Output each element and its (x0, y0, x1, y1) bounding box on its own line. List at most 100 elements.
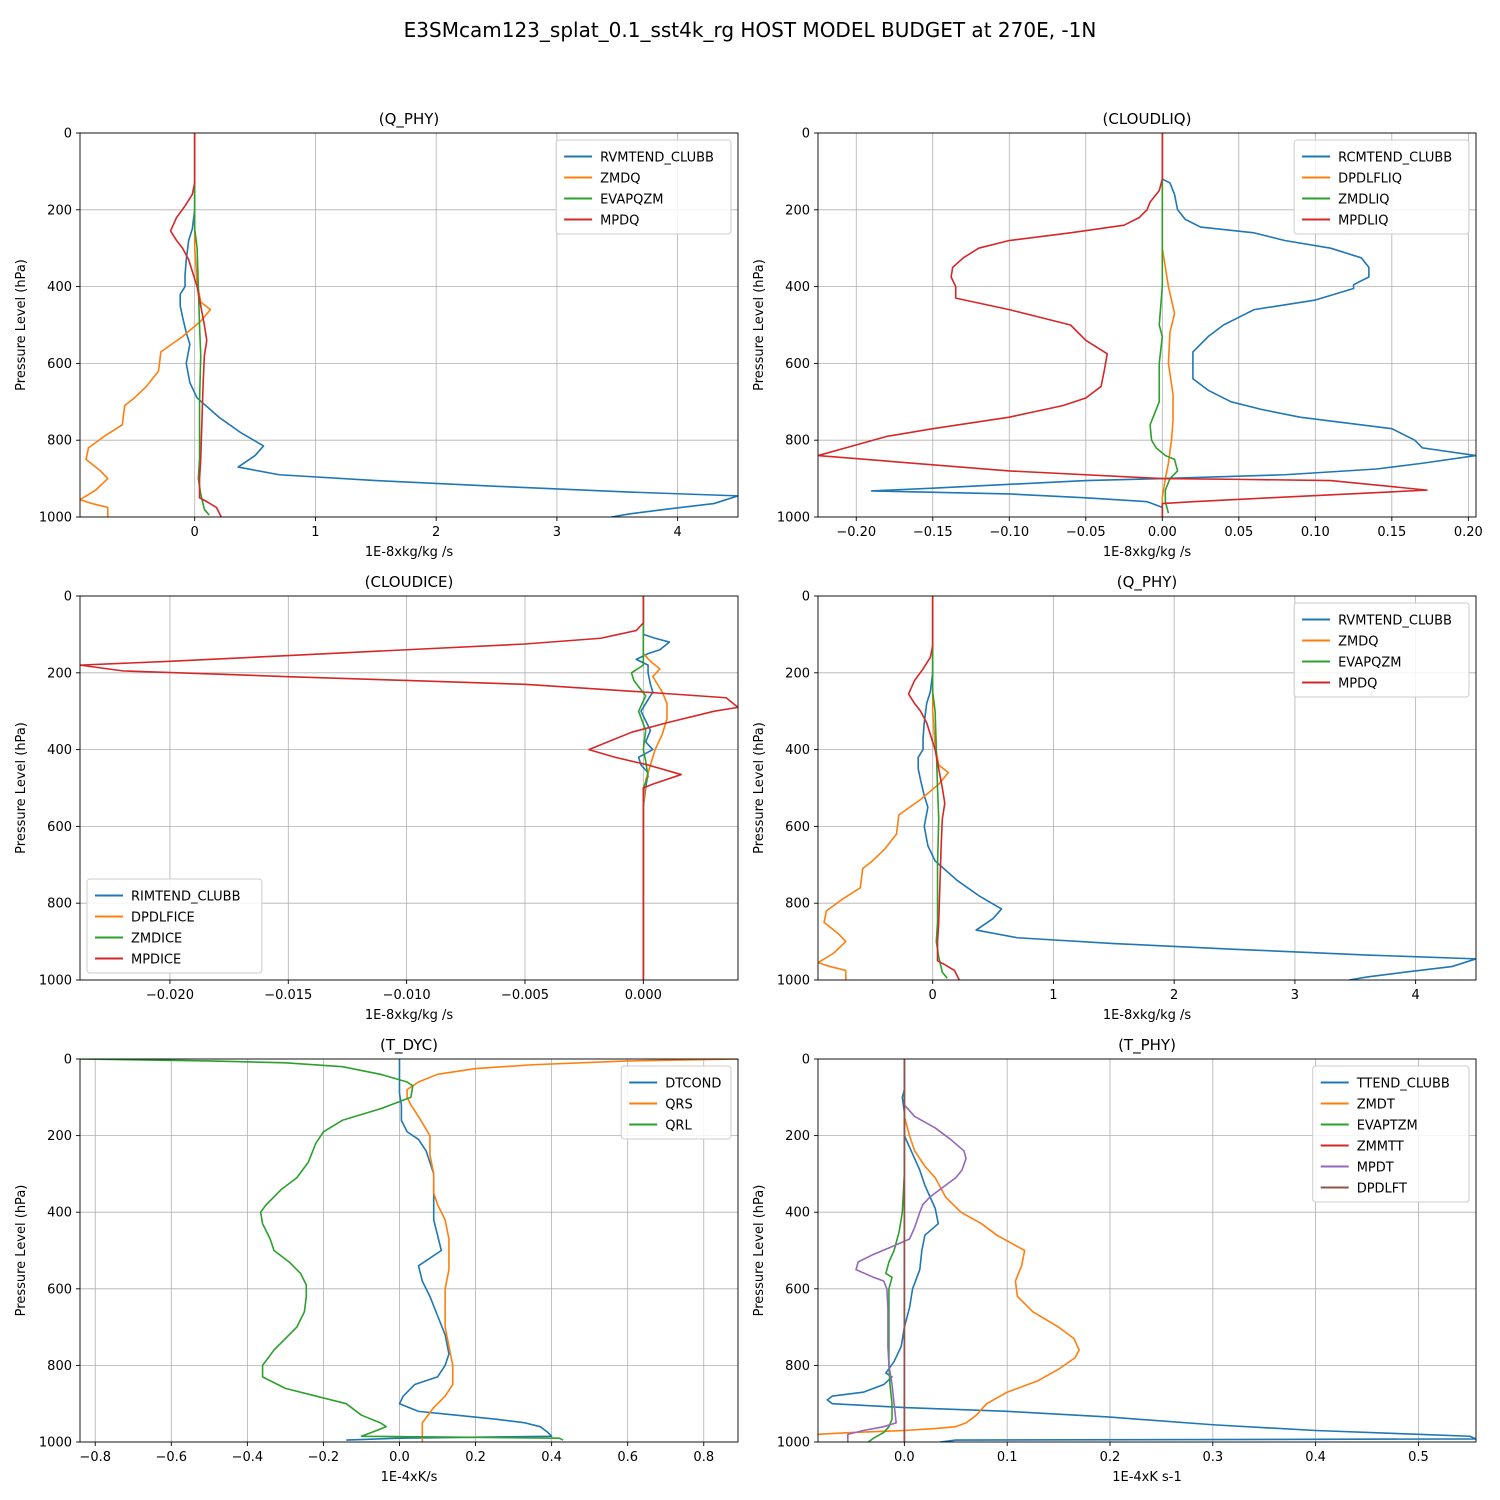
y-tick-label: 400 (47, 743, 72, 758)
legend-label: EVAPQZM (600, 193, 663, 208)
x-tick-label: 4 (673, 525, 681, 540)
x-axis-label: 1E-8xkg/kg /s (1103, 545, 1192, 560)
x-tick-label: 2 (432, 525, 440, 540)
y-tick-label: 600 (47, 357, 72, 372)
series-line-rvmtend-clubb (917, 596, 1476, 980)
legend-label: QRL (665, 1119, 692, 1134)
x-tick-label: 2 (1170, 988, 1178, 1003)
subplot-1: 0 1 2 3 4 0 200 400 600 800 1000 (Q_PHY) 1E-8xkg/kg … (14, 110, 739, 560)
axes-frame (817, 1058, 1477, 1443)
x-tick-label: −0.020 (146, 988, 194, 1003)
series-group (80, 596, 738, 980)
x-axis-label: 1E-4xK s-1 (1112, 1470, 1182, 1485)
x-axis-label: 1E-8xkg/kg /s (1103, 1008, 1192, 1023)
legend-label: DPDLFT (1357, 1182, 1407, 1197)
subplot-5: −0.8 −0.6 −0.4 −0.2 0.0 0.2 0.4 0.6 0.8 0 200 400 60… (14, 1036, 739, 1485)
y-tick-label: 0 (64, 127, 72, 142)
y-tick-label: 200 (47, 1129, 72, 1144)
legend-label: ZMMTT (1357, 1140, 1404, 1155)
legend: RCMTEND_CLUBB DPDLFLIQ ZMDLIQ MPDLIQ (1293, 139, 1470, 235)
y-tick-label: 1000 (39, 511, 72, 526)
legend-label: ZMDICE (131, 932, 182, 947)
series-line-zmdt (818, 1059, 1080, 1436)
y-tick-label: 200 (785, 666, 810, 681)
x-tick-label: 3 (1291, 988, 1299, 1003)
x-tick-label: 1 (311, 525, 319, 540)
y-tick-label: 200 (47, 666, 72, 681)
series-line-evapqzm (931, 596, 948, 979)
x-axis-label: 1E-4xK/s (381, 1470, 438, 1485)
y-tick-label: 0 (802, 590, 810, 605)
subplot-grid: 0 1 2 3 402004006008001000(Q_PHY)1E-8xkg/kg … (14, 110, 1483, 1485)
series-line-qrl (80, 1059, 564, 1441)
x-tick-label: −0.010 (383, 988, 431, 1003)
x-tick-label: 0.00 (1148, 525, 1177, 540)
legend-box (620, 1065, 732, 1140)
legend-label: MPDQ (600, 214, 639, 229)
y-tick-label: 600 (47, 1282, 72, 1297)
x-tick-label: 3 (553, 525, 561, 540)
x-tick-label: 0.1 (997, 1450, 1018, 1465)
legend: DTCOND QRS QRL (620, 1065, 732, 1140)
x-tick-label: 0.20 (1454, 525, 1483, 540)
legend-label: MPDICE (131, 953, 181, 968)
y-tick-label: 1000 (39, 974, 72, 989)
y-tick-label: 200 (785, 203, 810, 218)
series-line-evapqzm (193, 133, 210, 516)
y-tick-label: 1000 (39, 1436, 72, 1451)
legend-label: MPDLIQ (1338, 214, 1388, 229)
legend-label: RCMTEND_CLUBB (1338, 151, 1452, 166)
x-tick-label: 0.10 (1301, 525, 1330, 540)
series-group (80, 133, 738, 517)
x-tick-label: 0.15 (1377, 525, 1406, 540)
grid (80, 1058, 738, 1443)
axes-frame (817, 132, 1477, 518)
y-tick-label: 600 (785, 1282, 810, 1297)
series-line-rvmtend-clubb (179, 133, 738, 517)
x-tick-label: −0.4 (232, 1450, 264, 1465)
y-tick-label: 400 (785, 1206, 810, 1221)
subplot-4: 0 1 2 3 4 0 200 400 600 800 1000 (Q_PHY) 1E-8xkg/kg … (752, 573, 1477, 1023)
series-line-rimtend-clubb (635, 596, 671, 980)
y-tick-label: 0 (64, 1053, 72, 1068)
legend-box (555, 139, 732, 235)
x-tick-label: −0.6 (155, 1450, 187, 1465)
series-group (818, 596, 1476, 980)
y-tick-label: 0 (802, 1053, 810, 1068)
series-group (818, 133, 1476, 517)
series-line-ttend-clubb (826, 1089, 1476, 1442)
legend-label: ZMDT (1357, 1098, 1395, 1113)
legend-label: RVMTEND_CLUBB (1338, 614, 1452, 629)
legend-label: DPDLFLIQ (1338, 172, 1402, 187)
x-axis-label: 1E-8xkg/kg /s (365, 545, 454, 560)
x-tick-label: 0 (929, 988, 937, 1003)
legend-label: MPDQ (1338, 677, 1377, 692)
legend: RVMTEND_CLUBB ZMDQ EVAPQZM MPDQ (555, 139, 732, 235)
legend-label: RVMTEND_CLUBB (600, 151, 714, 166)
y-axis-label: Pressure Level (hPa) (14, 1185, 29, 1317)
series-group (80, 1059, 738, 1442)
x-tick-label: 0.5 (1408, 1450, 1429, 1465)
x-tick-label: −0.8 (79, 1450, 111, 1465)
subplot-title: (CLOUDICE) (365, 573, 454, 591)
x-tick-label: 0 (191, 525, 199, 540)
legend-box (1293, 602, 1470, 698)
legend-box (86, 878, 263, 974)
legend-label: MPDT (1357, 1161, 1394, 1176)
legend-label: DPDLFICE (131, 911, 195, 926)
series-line-mpdq (169, 133, 222, 517)
y-tick-label: 800 (47, 434, 72, 449)
series-line-qrs (406, 1059, 738, 1442)
x-tick-label: −0.005 (501, 988, 549, 1003)
y-tick-label: 800 (47, 1359, 72, 1374)
x-tick-label: −0.15 (913, 525, 953, 540)
y-tick-label: 800 (47, 897, 72, 912)
legend: RIMTEND_CLUBB DPDLFICE ZMDICE MPDICE (86, 878, 263, 974)
y-tick-label: 800 (785, 897, 810, 912)
subplot-title: (Q_PHY) (1117, 573, 1178, 592)
legend-label: EVAPQZM (1338, 656, 1401, 671)
x-tick-label: 0.0 (389, 1450, 410, 1465)
y-tick-label: 400 (47, 280, 72, 295)
x-tick-label: 0.6 (617, 1450, 638, 1465)
